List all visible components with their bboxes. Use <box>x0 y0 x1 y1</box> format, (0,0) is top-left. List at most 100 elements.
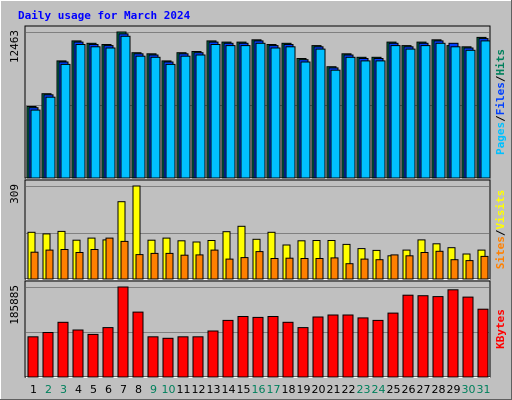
bar-kbytes <box>42 332 54 378</box>
y-max-label: 12463 <box>8 30 21 63</box>
x-tick-label: 29 <box>447 383 461 396</box>
bar-pages <box>210 44 221 179</box>
x-tick-label: 26 <box>402 383 416 396</box>
x-tick-label: 20 <box>312 383 326 396</box>
bar-sites <box>240 257 249 280</box>
bar-kbytes <box>282 321 294 378</box>
bar-pages <box>405 48 416 179</box>
bar-sites <box>435 250 444 280</box>
bar-pages <box>450 46 461 179</box>
bar-kbytes <box>192 336 204 378</box>
bar-kbytes <box>267 316 279 378</box>
bar-kbytes <box>207 330 219 378</box>
bar-pages <box>150 56 161 179</box>
bar-pages <box>315 48 326 179</box>
bar-kbytes <box>222 319 234 378</box>
bar-pages <box>375 60 386 179</box>
bar-pages <box>480 40 491 179</box>
bar-sites <box>30 251 39 280</box>
bar-sites <box>390 254 399 280</box>
bar-pages <box>435 42 446 179</box>
bar-pages <box>345 56 356 179</box>
bar-pages <box>60 63 71 179</box>
bar-sites <box>375 259 384 280</box>
bar-sites <box>480 255 489 280</box>
axis-label-part: / <box>494 115 507 122</box>
axis-label-part: / <box>494 229 507 236</box>
bar-kbytes <box>462 296 474 378</box>
axis-label-part: Sites <box>494 236 507 269</box>
x-tick-label: 15 <box>237 383 251 396</box>
bar-kbytes <box>102 327 114 378</box>
bar-pages <box>300 61 311 179</box>
x-tick-label: 25 <box>387 383 401 396</box>
axis-label-part: Hits <box>494 49 507 76</box>
x-tick-label: 23 <box>357 383 371 396</box>
axis-label-part: KBytes <box>494 309 507 349</box>
bar-pages <box>30 109 41 179</box>
bar-pages <box>165 63 176 179</box>
bar-kbytes <box>237 316 249 378</box>
x-tick-label: 31 <box>477 383 491 396</box>
bar-sites <box>420 252 429 280</box>
x-tick-label: 12 <box>192 383 206 396</box>
x-tick-label: 1 <box>30 383 37 396</box>
bar-kbytes <box>312 316 324 378</box>
bar-pages <box>465 49 476 179</box>
x-tick-label: 28 <box>432 383 446 396</box>
bar-sites <box>315 258 324 280</box>
bar-kbytes <box>147 336 159 378</box>
bar-sites <box>45 249 54 280</box>
bar-pages <box>285 46 296 179</box>
page-title: Daily usage for March 2024 <box>18 9 191 22</box>
bar-kbytes <box>132 311 144 378</box>
x-tick-label: 24 <box>372 383 386 396</box>
bar-pages <box>105 47 116 179</box>
x-tick-label: 30 <box>462 383 476 396</box>
bar-sites <box>60 249 69 280</box>
bar-kbytes <box>372 319 384 378</box>
bar-sites <box>135 254 144 280</box>
bar-kbytes <box>177 336 189 378</box>
bar-kbytes <box>357 317 369 378</box>
bar-sites <box>225 258 234 280</box>
axis-label-part: Pages <box>494 122 507 155</box>
bar-sites <box>105 237 114 280</box>
bar-kbytes <box>72 329 84 378</box>
bar-pages <box>390 45 401 179</box>
bar-sites <box>405 255 414 280</box>
bar-sites <box>150 252 159 280</box>
y-max-label: 309 <box>8 184 21 204</box>
x-tick-label: 4 <box>75 383 82 396</box>
bar-sites <box>330 257 339 280</box>
bar-sites <box>165 252 174 280</box>
x-tick-label: 19 <box>297 383 311 396</box>
bar-kbytes <box>447 289 459 378</box>
bar-kbytes <box>417 295 429 378</box>
y-max-label: 185885 <box>8 285 21 325</box>
visits-sites-panel: 309 Sites/Visits <box>8 179 507 280</box>
bar-pages <box>240 45 251 179</box>
bar-kbytes <box>402 294 414 378</box>
bar-pages <box>135 55 146 179</box>
bar-pages <box>270 47 281 179</box>
bar-kbytes <box>117 286 129 378</box>
bar-sites <box>270 258 279 280</box>
bar-sites <box>120 240 129 280</box>
bar-sites <box>75 252 84 280</box>
bar-sites <box>285 257 294 280</box>
bar-pages <box>420 45 431 179</box>
bar-pages <box>195 54 206 179</box>
x-tick-label: 11 <box>177 383 191 396</box>
x-tick-label: 18 <box>282 383 296 396</box>
x-tick-label: 16 <box>252 383 266 396</box>
axis-label: Pages/Files/Hits <box>494 49 507 155</box>
bar-kbytes <box>297 327 309 378</box>
x-tick-label: 8 <box>135 383 142 396</box>
bar-sites <box>90 249 99 280</box>
bar-pages <box>180 55 191 179</box>
x-tick-label: 3 <box>60 383 67 396</box>
bar-sites <box>195 254 204 280</box>
bar-sites <box>345 263 354 280</box>
bar-kbytes <box>87 333 99 378</box>
